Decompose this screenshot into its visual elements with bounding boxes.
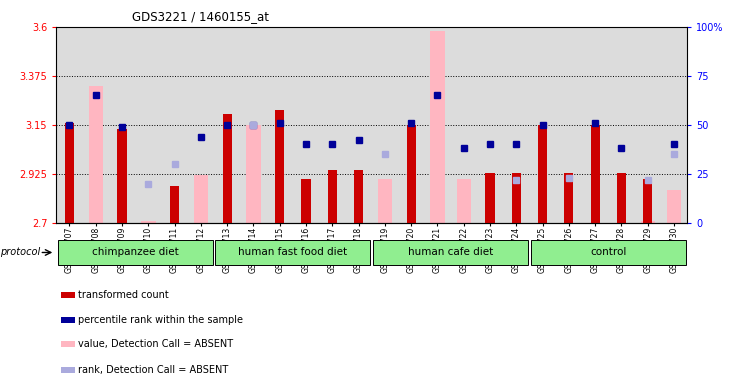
Text: value, Detection Call = ABSENT: value, Detection Call = ABSENT [78, 339, 233, 349]
Bar [641, 220, 655, 223]
Text: human cafe diet: human cafe diet [408, 247, 493, 257]
Bar [667, 190, 681, 223]
Bar [590, 125, 600, 223]
Bar [643, 179, 653, 223]
Bar [194, 175, 208, 223]
Bar [430, 31, 445, 223]
Bar [65, 122, 74, 223]
Bar [141, 220, 155, 223]
Text: human fast food diet: human fast food diet [238, 247, 348, 257]
Bar [564, 173, 574, 223]
Bar [457, 179, 471, 223]
Bar [61, 341, 75, 347]
Bar [58, 240, 213, 265]
Bar [617, 173, 626, 223]
Bar [61, 367, 75, 372]
Text: GDS3221 / 1460155_at: GDS3221 / 1460155_at [132, 10, 269, 23]
Bar [216, 240, 370, 265]
Bar [170, 186, 179, 223]
Bar [61, 317, 75, 323]
Bar [406, 125, 416, 223]
Bar [117, 129, 127, 223]
Bar [373, 240, 528, 265]
Bar [485, 173, 495, 223]
Bar [61, 292, 75, 298]
Bar [301, 179, 311, 223]
Bar [538, 125, 547, 223]
Bar [222, 114, 232, 223]
Bar [354, 170, 363, 223]
Bar [511, 173, 521, 223]
Text: rank, Detection Call = ABSENT: rank, Detection Call = ABSENT [78, 365, 228, 375]
Bar [275, 109, 285, 223]
Bar [89, 86, 103, 223]
Text: control: control [590, 247, 626, 257]
Bar [327, 170, 337, 223]
Text: chimpanzee diet: chimpanzee diet [92, 247, 179, 257]
Text: protocol: protocol [0, 247, 41, 258]
Bar [531, 240, 686, 265]
Text: percentile rank within the sample: percentile rank within the sample [78, 315, 243, 325]
Bar [378, 179, 392, 223]
Text: transformed count: transformed count [78, 290, 168, 300]
Bar [246, 125, 261, 223]
